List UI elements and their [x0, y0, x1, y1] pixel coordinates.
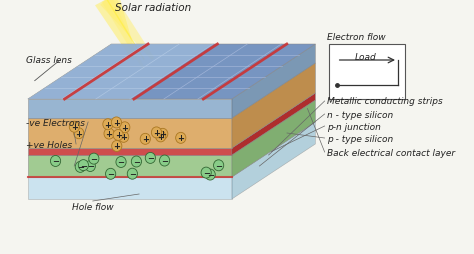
Text: +: + [106, 130, 113, 138]
Circle shape [78, 160, 89, 171]
Circle shape [73, 128, 84, 139]
Text: Hole flow: Hole flow [72, 202, 114, 211]
Polygon shape [232, 122, 315, 199]
Polygon shape [95, 0, 137, 61]
Circle shape [176, 133, 186, 144]
Circle shape [50, 156, 61, 167]
Text: Back electrical contact layer: Back electrical contact layer [328, 148, 456, 157]
Text: +: + [177, 134, 184, 143]
Text: −: − [207, 170, 214, 179]
Text: −: − [118, 158, 125, 167]
Text: +: + [75, 129, 82, 138]
Text: −: − [133, 157, 140, 166]
Polygon shape [232, 94, 315, 155]
Circle shape [155, 131, 166, 142]
Text: +: + [113, 118, 120, 128]
Circle shape [118, 132, 129, 143]
Polygon shape [102, 0, 145, 70]
Circle shape [131, 156, 142, 167]
Circle shape [116, 157, 126, 168]
Text: Glass lens: Glass lens [26, 55, 72, 64]
Circle shape [119, 122, 130, 133]
Text: p-n junction: p-n junction [328, 122, 381, 131]
Circle shape [113, 130, 123, 141]
Text: +: + [104, 120, 111, 129]
Text: +ve Holes: +ve Holes [26, 140, 72, 149]
Text: +: + [142, 135, 149, 144]
Circle shape [111, 117, 121, 129]
Text: +: + [115, 131, 122, 140]
Circle shape [158, 129, 168, 140]
Polygon shape [28, 155, 232, 177]
Polygon shape [100, 0, 155, 61]
Text: −: − [91, 154, 97, 164]
Circle shape [140, 134, 150, 145]
Polygon shape [232, 64, 315, 148]
Circle shape [85, 161, 95, 172]
Circle shape [213, 160, 224, 171]
Polygon shape [28, 45, 315, 100]
Text: +: + [113, 142, 120, 151]
Text: Electron flow: Electron flow [328, 33, 386, 42]
Text: −: − [161, 156, 168, 165]
Text: −: − [107, 170, 114, 179]
Text: Load: Load [355, 53, 377, 62]
Text: −: − [215, 161, 222, 170]
Text: -ve Electrons: -ve Electrons [26, 118, 85, 127]
Text: −: − [80, 161, 87, 170]
Circle shape [106, 169, 116, 180]
Text: p - type silicon: p - type silicon [328, 134, 394, 143]
Text: −: − [203, 168, 210, 177]
Circle shape [201, 167, 211, 178]
Text: n - type silicon: n - type silicon [328, 110, 394, 119]
Text: −: − [87, 162, 94, 171]
Circle shape [145, 153, 155, 164]
Circle shape [69, 122, 80, 133]
Text: Metallic conducting strips: Metallic conducting strips [328, 97, 443, 106]
Text: +: + [120, 133, 127, 142]
Circle shape [205, 169, 215, 180]
Polygon shape [28, 177, 232, 199]
Circle shape [103, 119, 113, 130]
Polygon shape [28, 119, 232, 148]
Circle shape [128, 169, 137, 180]
Circle shape [112, 141, 122, 152]
Text: Solar radiation: Solar radiation [115, 3, 191, 13]
Circle shape [159, 155, 170, 166]
Text: −: − [77, 163, 84, 172]
Text: +: + [159, 130, 166, 139]
Text: −: − [129, 169, 136, 179]
Circle shape [104, 129, 114, 139]
Polygon shape [232, 101, 315, 177]
Bar [329, 45, 405, 100]
Polygon shape [28, 100, 232, 119]
Circle shape [89, 153, 99, 165]
Text: +: + [153, 129, 160, 137]
Text: −: − [52, 157, 59, 166]
Text: +: + [71, 123, 78, 132]
Polygon shape [28, 45, 213, 100]
Circle shape [75, 162, 85, 173]
Circle shape [151, 128, 162, 138]
Text: +: + [157, 132, 164, 141]
Text: −: − [147, 154, 154, 163]
Text: +: + [121, 123, 128, 132]
Polygon shape [28, 148, 232, 155]
Polygon shape [232, 45, 315, 119]
